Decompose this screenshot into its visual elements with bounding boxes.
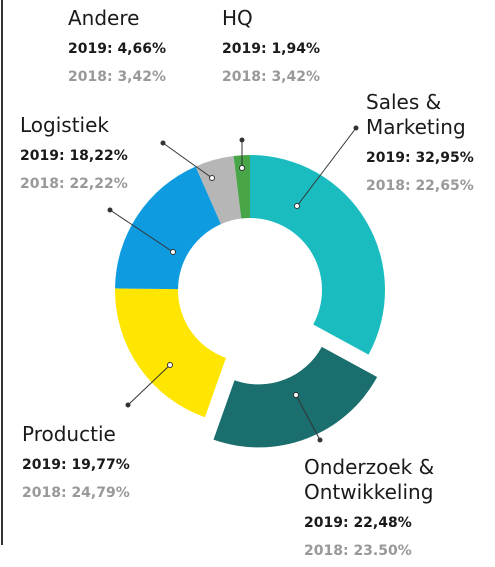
leader-lines xyxy=(107,125,359,443)
slice-label: Onderzoek & Ontwikkeling 2019: 22,48% 2018… xyxy=(304,455,484,565)
value-label: 2018: 22,22% xyxy=(20,176,128,192)
category-name: Logistiek xyxy=(20,113,109,137)
category-name: HQ xyxy=(222,6,253,30)
value-label: 2018: 22,65% xyxy=(366,178,474,194)
slice xyxy=(115,166,221,290)
slice-label: Sales & Marketing 2019: 32,95% 2018: 22,65… xyxy=(366,90,495,200)
category-name: Andere xyxy=(68,6,140,30)
category-name: Productie xyxy=(22,422,116,446)
value-label: 2019: 32,95% xyxy=(366,150,474,166)
value-label: 2018: 3,42% xyxy=(222,69,321,85)
slice-label: Andere 2019: 4,66% 2018: 3,42% xyxy=(68,6,188,91)
slice xyxy=(195,156,242,225)
category-name: Sales & Marketing xyxy=(366,90,466,139)
slice xyxy=(250,155,385,355)
value-label: 2019: 18,22% xyxy=(20,148,128,164)
value-label: 2019: 19,77% xyxy=(22,457,130,473)
value-label: 2019: 4,66% xyxy=(68,41,167,57)
slice xyxy=(233,155,250,219)
value-label: 2019: 1,94% xyxy=(222,41,321,57)
slice-label: Logistiek 2019: 18,22% 2018: 22,22% xyxy=(20,113,170,198)
value-label: 2019: 22,48% xyxy=(304,515,412,531)
slice-label: HQ 2019: 1,94% 2018: 3,42% xyxy=(222,6,322,91)
slice-label: Productie 2019: 19,77% 2018: 24,79% xyxy=(22,422,172,507)
slice xyxy=(115,288,226,418)
value-label: 2018: 3,42% xyxy=(68,69,167,85)
value-label: 2018: 24,79% xyxy=(22,485,130,501)
value-label: 2018: 23.50% xyxy=(304,543,412,559)
category-name: Onderzoek & Ontwikkeling xyxy=(304,455,435,504)
